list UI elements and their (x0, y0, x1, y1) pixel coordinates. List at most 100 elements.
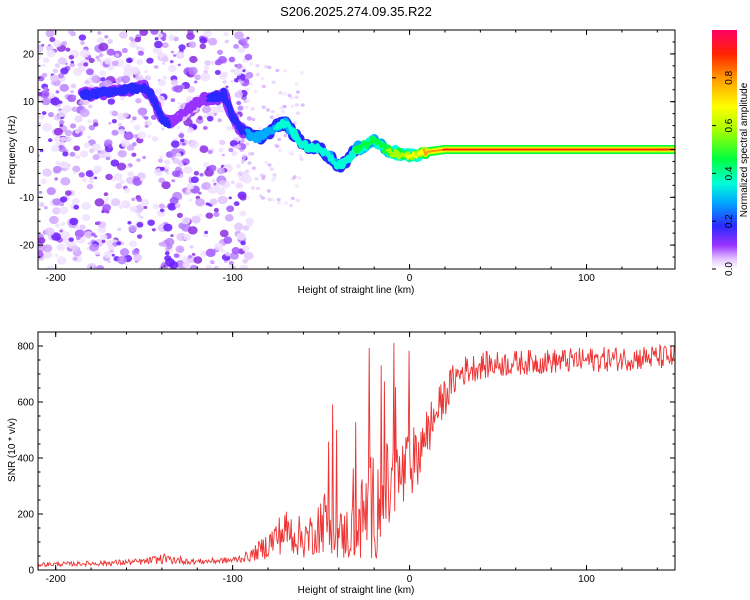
spectrogram-noise-blob (183, 162, 187, 166)
snr-panel: -200 -100 0 100 0 200 400 600 800 Height of stra… (7, 331, 676, 596)
spectrogram-noise-blob (100, 77, 106, 82)
spectrogram-noise-blob (187, 254, 193, 259)
spectrogram-noise-blob (88, 179, 94, 184)
spectrogram-ridge-segment (231, 114, 236, 124)
spectrogram-noise-blob (251, 117, 256, 122)
spectrogram-noise-blob (140, 198, 150, 207)
spectrogram-noise-blob (59, 83, 70, 92)
spectrogram-noise-blob (70, 31, 76, 37)
spectrogram-noise-blob (264, 64, 269, 69)
spectrogram-noise-blob (241, 66, 246, 70)
spectrogram-noise-blob (272, 175, 277, 180)
spectrogram-noise-blob (68, 54, 75, 60)
spectrogram-noise-blob (244, 105, 249, 110)
spectrogram-noise-blob (185, 189, 190, 193)
spectrogram-noise-blob (201, 182, 211, 190)
spectrogram-noise-blob (163, 205, 167, 209)
spectrogram-noise-blob (239, 178, 244, 182)
spectrogram-noise-blob (209, 60, 215, 65)
spectrogram-noise-blob (54, 136, 61, 142)
spectrogram-noise-blob (256, 186, 261, 191)
spectrogram-noise-blob (57, 145, 66, 153)
spectrogram-noise-blob (136, 197, 143, 203)
spectrogram-noise-blob (133, 254, 142, 262)
spectrogram-noise-blob (100, 234, 108, 241)
spectrogram-noise-blob (236, 232, 246, 241)
spectrogram-noise-blob (107, 244, 115, 251)
spectrogram-noise-blob (58, 100, 63, 104)
spectrogram-noise-blob (158, 241, 164, 247)
spectrogram-noise-blob (251, 166, 256, 170)
spectrogram-noise-blob (161, 36, 167, 42)
spectrogram-noise-blob (176, 51, 184, 58)
spectrogram-noise-blob (87, 135, 92, 139)
y-tick-label: 200 (17, 510, 34, 521)
y-tick-label: 400 (17, 454, 34, 465)
spectrogram-noise-blob (52, 165, 62, 174)
spectrogram-noise-blob (81, 202, 91, 210)
spectrogram-noise-blob (103, 192, 109, 197)
spectrogram-noise-blob (53, 127, 63, 136)
spectrogram-noise-blob (78, 100, 84, 105)
spectrogram-ridge-segment (339, 159, 344, 169)
spectrogram-noise-blob (273, 133, 278, 138)
spectrogram-noise-blob (116, 241, 122, 246)
spectrogram-noise-blob (214, 69, 221, 75)
spectrogram-noise-blob (171, 179, 176, 183)
spectrogram-noise-blob (297, 176, 302, 180)
spectrogram-noise-blob (179, 266, 186, 269)
spectrogram-noise-blob (174, 172, 181, 178)
spectrogram-noise-blob (203, 69, 208, 74)
spectrogram-noise-blob (65, 190, 72, 196)
spectrogram-noise-blob (105, 173, 113, 181)
spectrogram-noise-blob (73, 145, 81, 152)
spectrogram-noise-blob (151, 136, 159, 142)
spectrogram-noise-blob (121, 75, 131, 84)
spectrogram-noise-blob (42, 123, 52, 132)
spectrogram-noise-blob (244, 53, 253, 61)
snr-y-label: SNR (10 * v/v) (7, 418, 18, 482)
spectrogram-noise-blob (164, 168, 169, 173)
spectrogram-noise-blob (99, 70, 107, 77)
spectrogram-noise-blob (290, 104, 295, 109)
spectrogram-noise-blob (249, 82, 254, 86)
spectrogram-noise-blob (94, 176, 98, 180)
spectrogram-noise-blob (111, 60, 119, 67)
spectrogram-noise-blob (177, 63, 181, 67)
spectrogram-noise-blob (231, 247, 241, 255)
spectrogram-noise-blob (69, 137, 73, 140)
spectrogram-noise-blob (154, 40, 163, 49)
spectrogram-noise-blob (120, 96, 125, 101)
spectrogram-noise-blob (153, 65, 159, 69)
spectrogram-noise-blob (214, 242, 224, 251)
spectrogram-noise-blob (178, 44, 186, 51)
spectrogram-noise-blob (275, 113, 280, 118)
spectrogram-noise-blob (267, 65, 272, 70)
spectrogram-noise-blob (245, 87, 250, 92)
spectrogram-noise-blob (157, 158, 163, 163)
spectrogram-noise-blob (270, 109, 275, 114)
spectrogram-noise-blob (199, 37, 208, 44)
spectrogram-noise-blob (236, 100, 242, 106)
spectrogram-noise-blob (55, 223, 61, 228)
spectrogram-noise-blob (229, 140, 238, 147)
spectrogram-noise-blob (257, 126, 262, 130)
spectrogram-noise-blob (249, 62, 254, 66)
spectrogram-ridge-segment (267, 127, 271, 137)
spectrogram-noise-blob (87, 104, 93, 109)
spectrogram-noise-blob (292, 175, 297, 179)
spectrogram-noise-blob (118, 31, 128, 39)
spectrogram-noise-blob (137, 50, 144, 56)
spectrogram-noise-blob (287, 93, 292, 98)
spectrogram-noise-blob (126, 165, 130, 169)
spectrogram-noise-blob (216, 49, 224, 55)
spectrogram-noise-blob (75, 235, 81, 241)
spectrogram-noise-blob (64, 129, 73, 137)
spectrogram-noise-blob (132, 142, 137, 147)
spectrogram-noise-blob (59, 229, 63, 233)
spectrogram-noise-blob (203, 161, 210, 168)
spectrogram-noise-blob (48, 93, 55, 99)
spectrogram-noise-blob (92, 154, 100, 161)
spectrogram-noise-blob (208, 164, 217, 172)
spectrogram-noise-blob (211, 178, 216, 183)
